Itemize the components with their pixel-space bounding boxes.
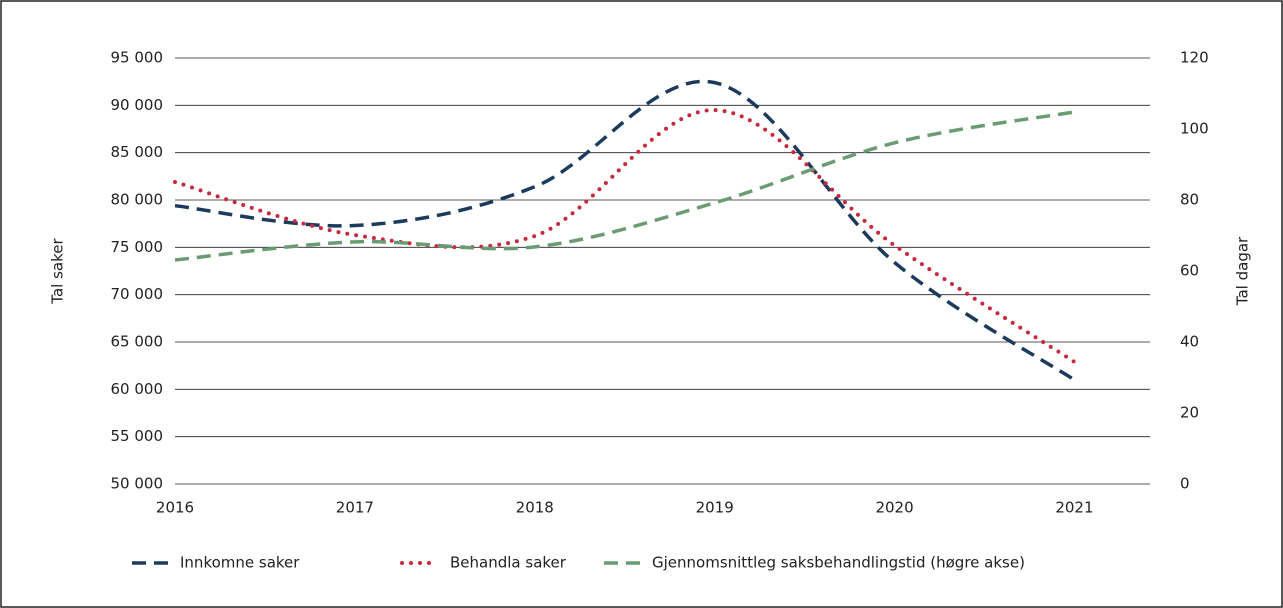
legend-label: Behandla saker xyxy=(450,554,567,572)
x-tick-label: 2020 xyxy=(875,499,913,517)
y-tick-label: 60 000 xyxy=(111,380,164,398)
x-tick-label: 2021 xyxy=(1055,499,1093,517)
y2-axis-title: Tal dagar xyxy=(1234,236,1252,306)
y-tick-label: 70 000 xyxy=(111,285,164,303)
y-tick-label: 55 000 xyxy=(111,427,164,445)
y-axis-title: Tal saker xyxy=(49,237,67,304)
x-tick-label: 2016 xyxy=(156,499,194,517)
legend-label: Gjennomsnittleg saksbehandlingstid (høgr… xyxy=(652,554,1025,572)
y2-tick-label: 80 xyxy=(1180,191,1199,209)
y-tick-label: 80 000 xyxy=(111,191,164,209)
y2-tick-label: 120 xyxy=(1180,49,1209,67)
legend-label: Innkomne saker xyxy=(180,554,300,572)
y-tick-label: 90 000 xyxy=(111,96,164,114)
y2-tick-label: 60 xyxy=(1180,262,1199,280)
y2-tick-label: 100 xyxy=(1180,120,1209,138)
y-tick-label: 95 000 xyxy=(111,49,164,67)
y-tick-label: 50 000 xyxy=(111,475,164,493)
y2-tick-label: 20 xyxy=(1180,404,1199,422)
y-tick-label: 65 000 xyxy=(111,333,164,351)
y2-tick-label: 40 xyxy=(1180,333,1199,351)
series-line xyxy=(174,79,1076,382)
y2-tick-label: 0 xyxy=(1180,475,1190,493)
x-tick-label: 2019 xyxy=(696,499,734,517)
y-tick-label: 85 000 xyxy=(111,143,164,161)
x-tick-label: 2017 xyxy=(336,499,374,517)
x-tick-label: 2018 xyxy=(516,499,554,517)
series-line xyxy=(174,110,1075,262)
y-tick-label: 75 000 xyxy=(111,238,164,256)
